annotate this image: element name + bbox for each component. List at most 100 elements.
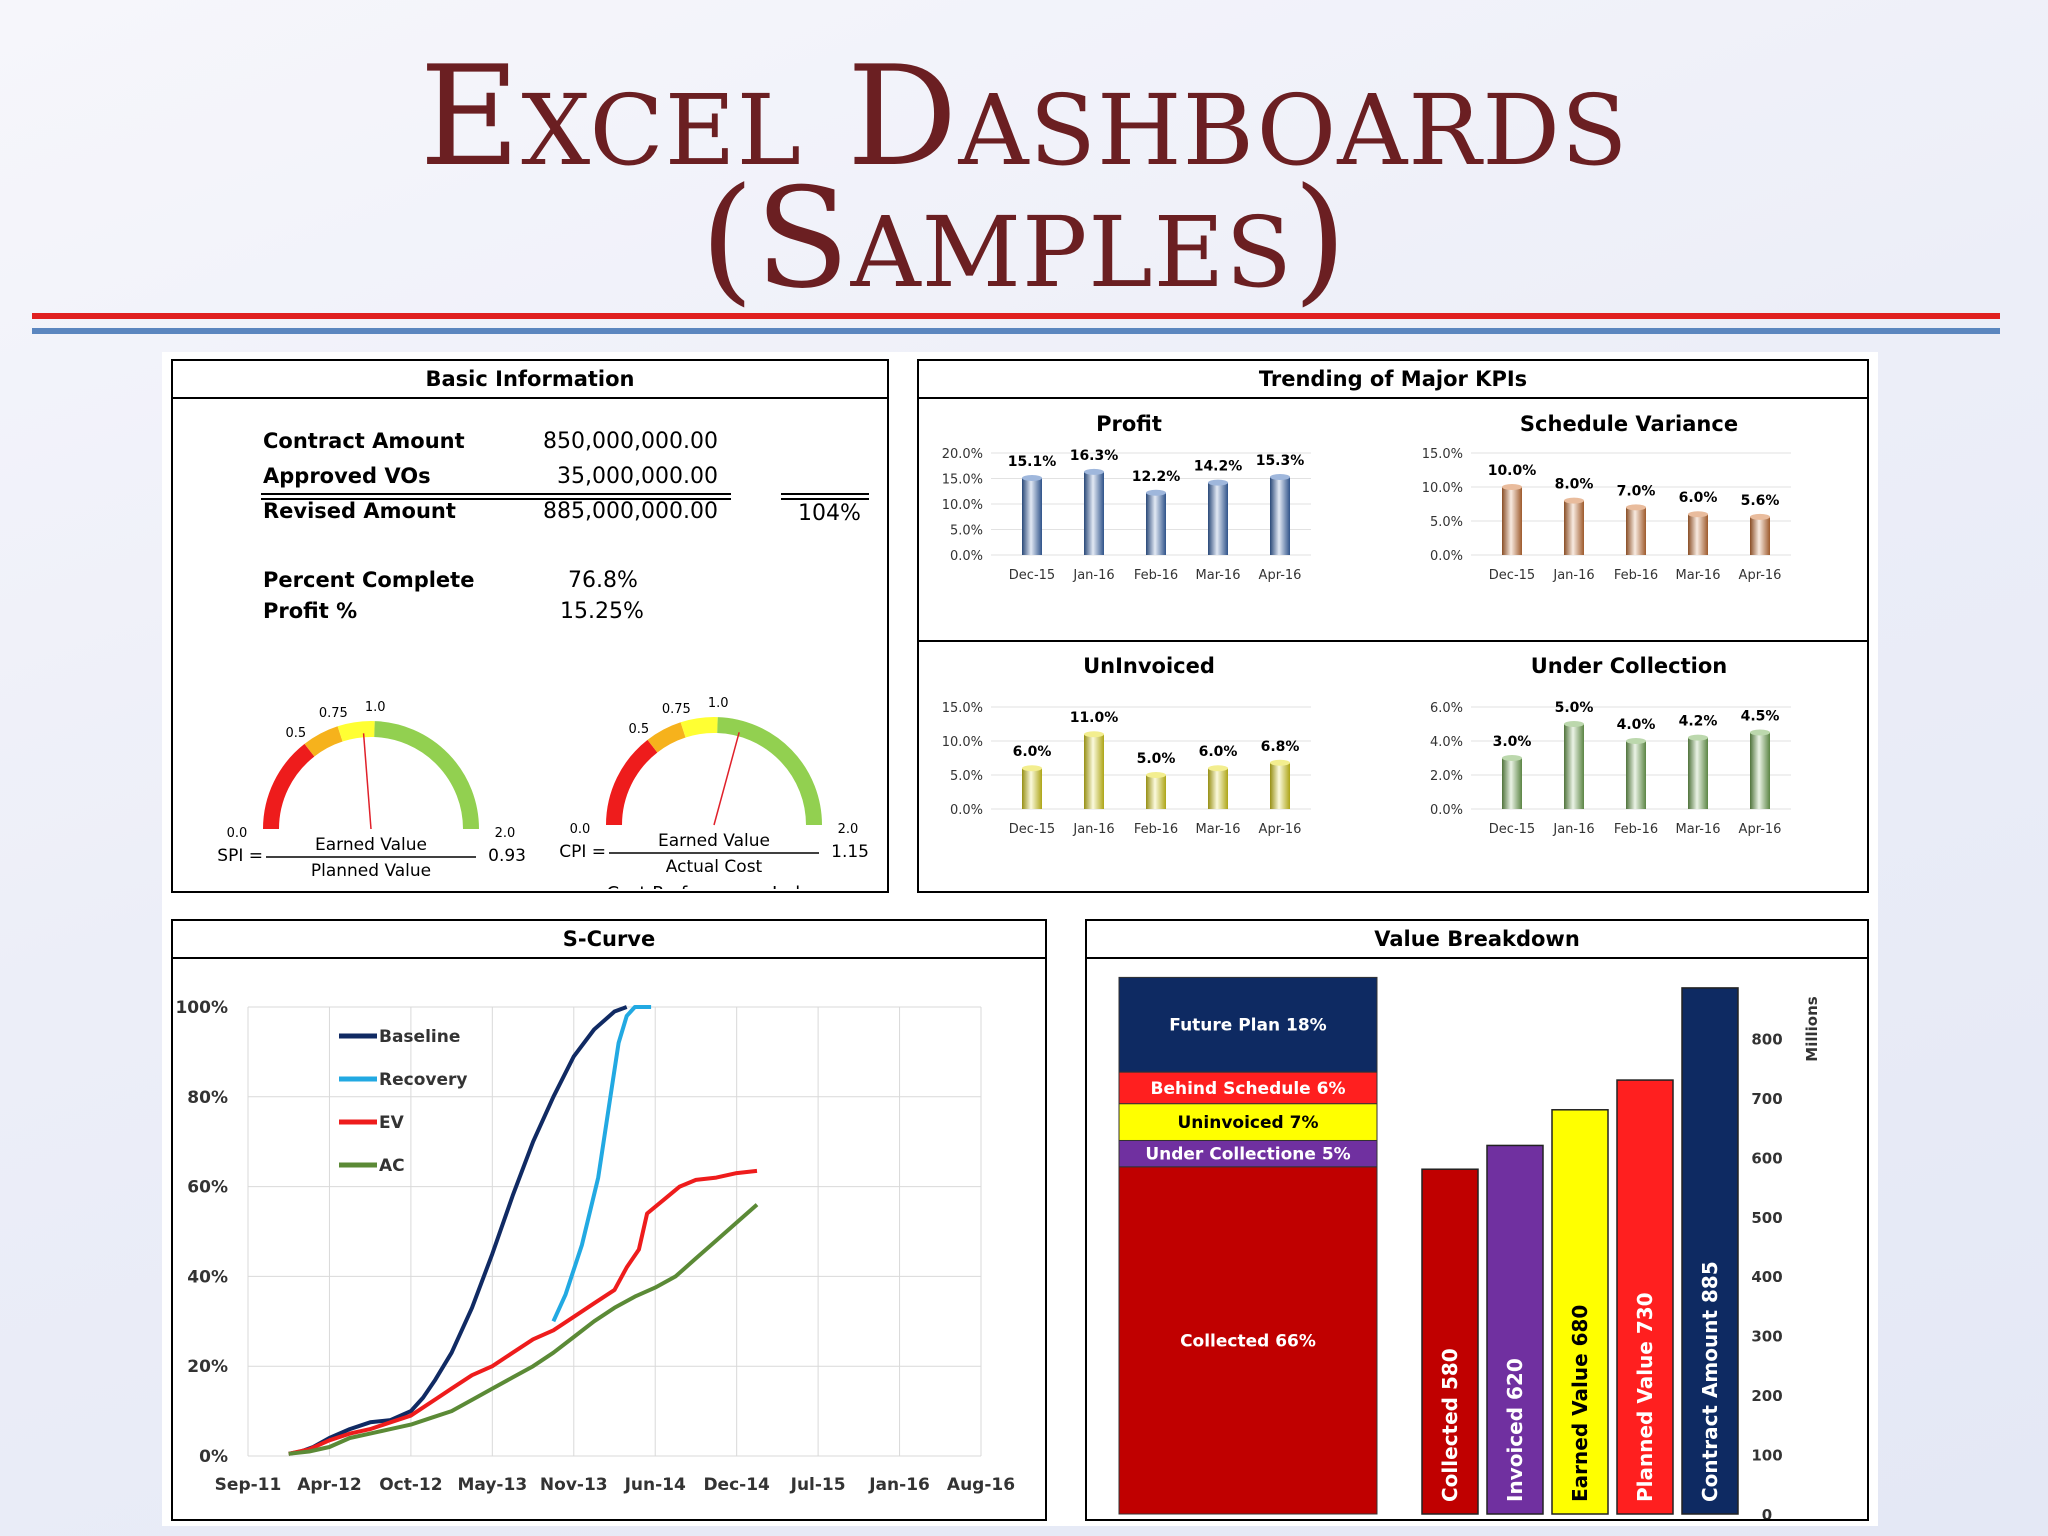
vb-ytick-label: 400 <box>1751 1268 1782 1286</box>
s-curve-series-ev <box>288 1168 758 1456</box>
gauge-orange-band <box>304 726 343 757</box>
kpi-bar-cap <box>1688 511 1708 518</box>
s-curve-xtick-label: Dec-14 <box>703 1475 770 1495</box>
kpi-chart-uninvoiced: UnInvoiced 0.0% 5.0% 10.0% 15.0% 6.0% Dec-15 11… <box>942 654 1311 837</box>
kpi-data-label: 14.2% <box>1194 459 1243 475</box>
s-curve-series-ac <box>288 1203 759 1456</box>
gauge-denominator: Planned Value <box>311 861 431 881</box>
stack-segment-label: Under Collectione 5% <box>1145 1145 1350 1165</box>
kpi-xtick-label: Jan-16 <box>1072 822 1114 837</box>
kpi-bar-cap <box>1626 738 1646 744</box>
vb-ytick-label: 600 <box>1751 1149 1782 1167</box>
revised-amount-value: 885,000,000.00 <box>543 499 718 524</box>
gauge-orange-band <box>647 722 686 753</box>
percent-complete-label: Percent Complete <box>263 568 475 592</box>
kpi-bar <box>1626 507 1646 555</box>
kpi-bar <box>1208 482 1228 555</box>
legend-label: EV <box>379 1113 405 1133</box>
gauge-tick-label: 0.5 <box>629 722 650 737</box>
gauge-result: 0.93 <box>488 846 526 866</box>
contract-amount-value: 850,000,000.00 <box>543 429 718 454</box>
kpi-xtick-label: Mar-16 <box>1196 822 1241 837</box>
value-bar-label: Collected 580 <box>1438 1348 1462 1502</box>
legend-label: Recovery <box>379 1070 467 1090</box>
kpi-ytick-label: 5.0% <box>1430 515 1463 530</box>
s-curve-series-baseline <box>288 1005 628 1456</box>
kpi-ytick-label: 6.0% <box>1430 701 1463 716</box>
kpi-data-label: 12.2% <box>1132 469 1181 485</box>
approved-vos-value: 35,000,000.00 <box>557 464 718 489</box>
kpi-bar-cap <box>1084 731 1104 738</box>
kpi-xtick-label: Feb-16 <box>1614 822 1658 837</box>
kpi-bar-cap <box>1502 484 1522 490</box>
gauge-tick-label: 0.75 <box>319 706 348 721</box>
kpi-data-label: 5.6% <box>1741 493 1780 509</box>
kpi-xtick-label: Apr-16 <box>1739 568 1782 583</box>
kpi-bar <box>1564 724 1584 809</box>
kpi-ytick-label: 0.0% <box>950 549 983 564</box>
kpi-bar-cap <box>1146 772 1166 778</box>
s-curve-xtick-label: Sep-11 <box>215 1475 282 1495</box>
slide-title-line-1: Excel Dashboards <box>419 36 1629 197</box>
kpi-bar-cap <box>1750 513 1770 520</box>
kpi-ytick-label: 10.0% <box>942 498 983 513</box>
kpi-bar-cap <box>1208 479 1228 486</box>
gauge-green-band <box>717 717 822 826</box>
gauge-caption: Schedule Performance Index <box>242 887 500 889</box>
kpi-bar-cap <box>1750 729 1770 736</box>
value-bar <box>1421 1168 1479 1515</box>
kpi-ytick-label: 15.0% <box>1422 447 1463 462</box>
percent-complete-value: 76.8% <box>568 568 638 593</box>
s-curve-ytick-label: 0% <box>199 1447 228 1467</box>
kpi-bar <box>1564 500 1584 555</box>
vb-ytick-label: 800 <box>1751 1030 1782 1048</box>
kpi-data-label: 6.0% <box>1679 490 1718 506</box>
gauge-tick-label: 1.0 <box>365 700 386 715</box>
s-curve-xtick-label: May-13 <box>457 1475 527 1495</box>
s-curve-series-recovery <box>551 1005 652 1323</box>
profit-value: 15.25% <box>560 599 644 624</box>
s-curve-ytick-label: 40% <box>187 1267 228 1287</box>
stack-segment <box>1118 976 1378 1073</box>
pct-underline <box>781 493 869 500</box>
kpi-chart-profit: Profit 0.0% 5.0% 10.0% 15.0% 20.0% 15.1% Dec-15… <box>942 412 1311 583</box>
kpi-ytick-label: 0.0% <box>950 803 983 818</box>
kpi-ytick-label: 5.0% <box>950 524 983 539</box>
kpi-data-label: 8.0% <box>1555 477 1594 493</box>
kpi-row-divider <box>919 640 1867 642</box>
kpi-ytick-label: 10.0% <box>942 735 983 750</box>
kpi-bar <box>1084 471 1104 555</box>
vb-unit-label: Millions <box>1803 996 1821 1061</box>
kpi-xtick-label: Jan-16 <box>1072 568 1114 583</box>
profit-label: Profit % <box>263 599 358 623</box>
vb-ytick-label: 100 <box>1751 1447 1782 1465</box>
s-curve-ytick-label: 60% <box>187 1178 228 1198</box>
value-bar-label: Contract Amount 885 <box>1698 1261 1722 1502</box>
kpi-data-label: 16.3% <box>1070 448 1119 464</box>
revised-amount-label: Revised Amount <box>263 499 456 523</box>
stack-segment <box>1118 1103 1378 1141</box>
gauge-caption: Cost Performance Index <box>606 883 821 889</box>
kpi-xtick-label: Jan-16 <box>1552 568 1594 583</box>
s-curve-xtick-label: Apr-12 <box>297 1475 361 1495</box>
kpi-bar <box>1146 492 1166 555</box>
vb-ytick-label: 0 <box>1762 1506 1772 1519</box>
gauge-prefix: CPI = <box>559 842 606 862</box>
kpi-chart-under-collection: Under Collection 0.0% 2.0% 4.0% 6.0% 3.0% Dec-… <box>1430 654 1791 837</box>
kpi-xtick-label: Feb-16 <box>1614 568 1658 583</box>
blue-divider <box>32 328 2000 334</box>
s-curve-xtick-label: Nov-13 <box>540 1475 608 1495</box>
kpi-ytick-label: 4.0% <box>1430 735 1463 750</box>
gauge-tick-label: 2.0 <box>495 826 516 841</box>
value-breakdown-panel: Value Breakdown Collected 66% Under Colle… <box>1085 919 1869 1521</box>
kpi-xtick-label: Dec-15 <box>1009 822 1055 837</box>
kpi-data-label: 15.1% <box>1008 454 1057 470</box>
dashboard-sheet: Basic Information Contract Amount 850,00… <box>162 352 1878 1526</box>
gauge-result: 1.15 <box>831 842 869 862</box>
basic-info-header: Basic Information <box>173 361 887 399</box>
kpi-bar <box>1750 732 1770 809</box>
kpi-data-label: 6.0% <box>1013 744 1052 760</box>
basic-info-panel: Basic Information Contract Amount 850,00… <box>171 359 889 893</box>
approved-vos-label: Approved VOs <box>263 464 431 488</box>
gauge-needle <box>362 733 372 830</box>
